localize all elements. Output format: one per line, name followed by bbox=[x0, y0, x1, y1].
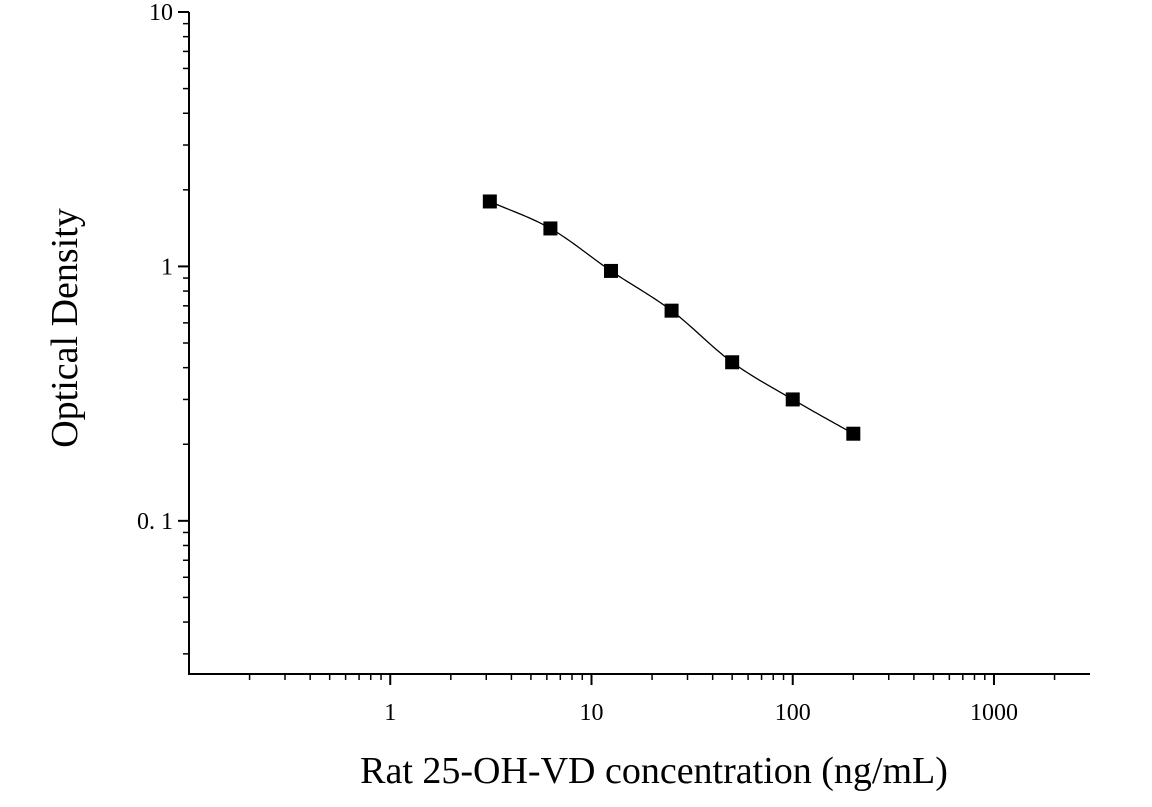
x-axis-title: Rat 25-OH-VD concentration (ng/mL) bbox=[360, 750, 948, 792]
axes bbox=[178, 11, 1090, 685]
data-point bbox=[846, 426, 861, 441]
y-tick-label: 1 bbox=[161, 254, 173, 280]
x-tick-label: 100 bbox=[775, 700, 811, 726]
y-tick-label: 10 bbox=[149, 0, 173, 26]
data-point bbox=[725, 355, 740, 370]
y-tick-label: 0. 1 bbox=[137, 509, 173, 535]
data-point bbox=[785, 392, 800, 407]
plot-area bbox=[482, 194, 861, 441]
x-tick-label: 10 bbox=[579, 700, 603, 726]
data-point bbox=[603, 263, 618, 278]
y-axis-title: Optical Density bbox=[44, 208, 86, 448]
x-tick-label: 1000 bbox=[970, 700, 1018, 726]
data-point bbox=[664, 303, 679, 318]
x-tick-label: 1 bbox=[384, 700, 396, 726]
data-point bbox=[543, 221, 558, 236]
data-point bbox=[482, 194, 497, 209]
